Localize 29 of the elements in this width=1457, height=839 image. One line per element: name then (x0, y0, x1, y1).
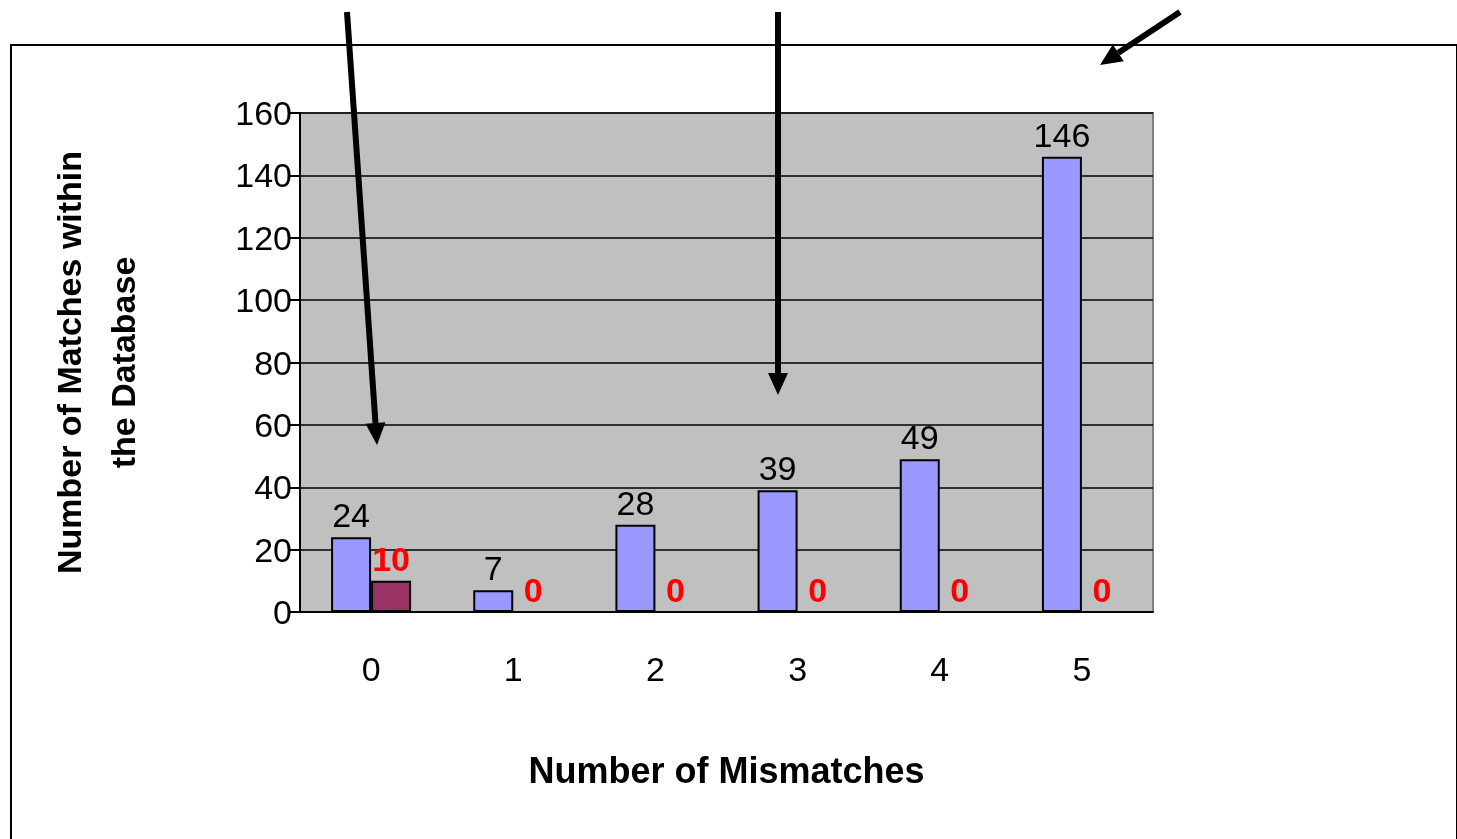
x-tick-label: 5 (1072, 650, 1092, 688)
y-tick-label: 120 (235, 218, 292, 257)
y-tick-label: 80 (254, 343, 292, 382)
data-label: 0 (1092, 571, 1112, 609)
y-tick-label: 20 (254, 530, 292, 569)
y-tick-label: 160 (235, 94, 292, 132)
x-tick-label: 4 (930, 650, 950, 688)
data-label: 0 (950, 571, 970, 609)
data-label: 24 (332, 496, 370, 535)
y-tick-label: 0 (273, 593, 292, 631)
data-label: 49 (900, 418, 939, 457)
data-label: 28 (616, 483, 655, 522)
x-tick-label: 2 (645, 650, 665, 688)
x-axis-title: Number of Mismatches (528, 749, 925, 791)
data-label: 10 (372, 539, 410, 578)
y-tick-label: 140 (235, 156, 292, 195)
y-tick-label: 60 (254, 405, 292, 444)
data-label: 0 (523, 571, 543, 609)
y-tick-label: 100 (235, 281, 292, 320)
y-axis-title: Number of Matches within the Database (50, 150, 142, 575)
data-label: 0 (808, 571, 828, 609)
x-tick-label: 0 (361, 650, 381, 688)
x-tick-label: 3 (788, 650, 808, 688)
y-tick-label: 40 (254, 468, 292, 507)
data-label: 39 (758, 449, 797, 488)
data-label: 146 (1033, 115, 1091, 154)
data-label: 7 (483, 549, 503, 588)
data-label: 0 (665, 571, 685, 609)
x-tick-label: 1 (503, 650, 523, 688)
